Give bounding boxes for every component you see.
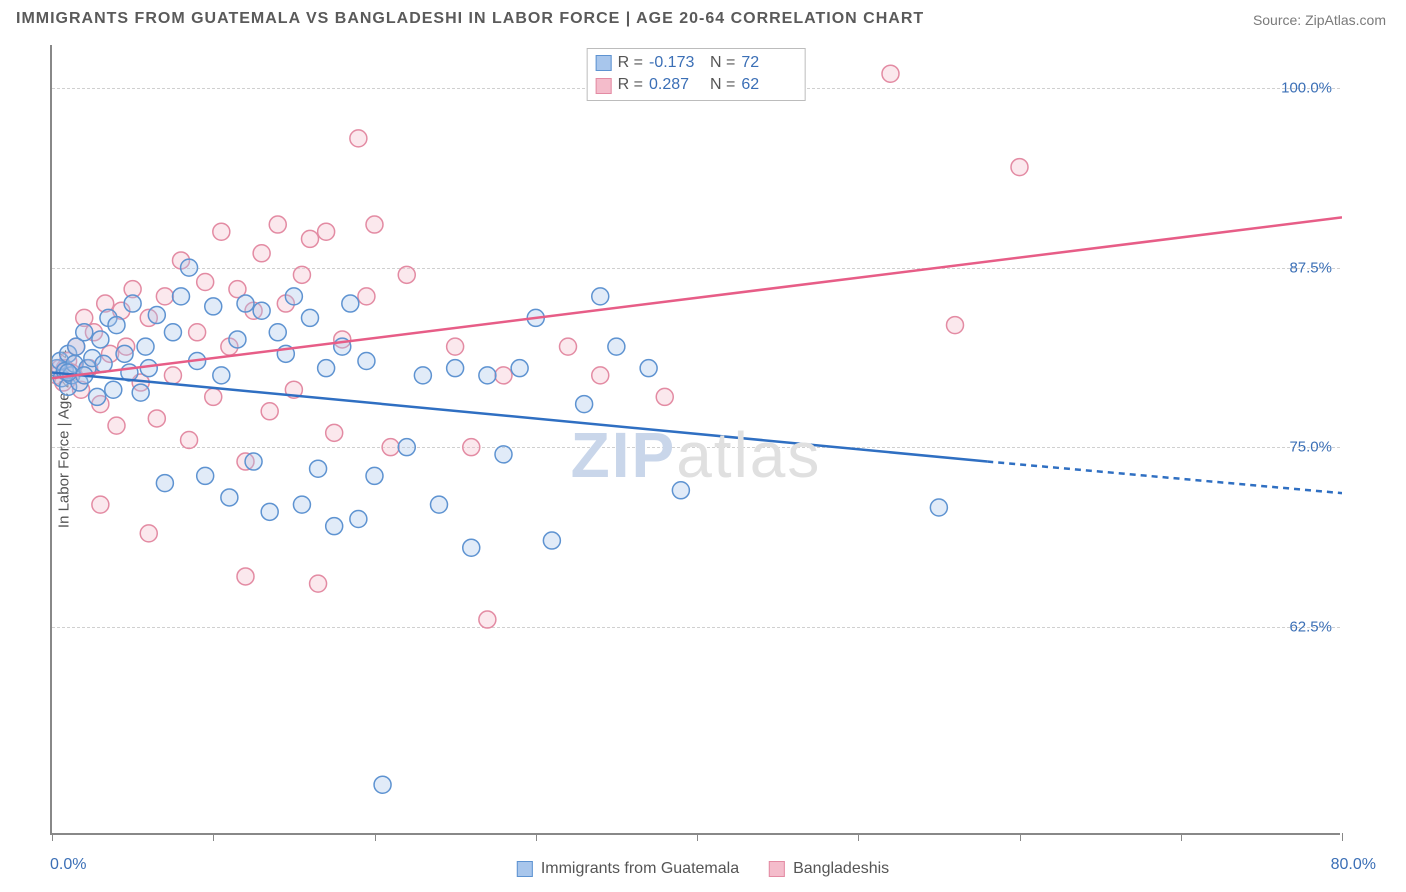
r-value-2: 0.287 (649, 74, 704, 96)
scatter-svg (52, 45, 1342, 835)
legend-label-series2: Bangladeshis (793, 860, 889, 878)
r-label-2: R = (618, 74, 643, 96)
swatch-series2-b (769, 861, 785, 877)
correlation-row-2: R = 0.287 N = 62 (596, 74, 797, 96)
source-label: Source: ZipAtlas.com (1253, 12, 1386, 28)
swatch-series1-b (517, 861, 533, 877)
correlation-legend: R = -0.173 N = 72 R = 0.287 N = 62 (587, 48, 806, 101)
legend-item-series2: Bangladeshis (769, 860, 889, 878)
n-label-2: N = (710, 74, 735, 96)
x-axis-min-label: 0.0% (50, 856, 86, 874)
n-value-1: 72 (741, 52, 796, 74)
swatch-series2 (596, 78, 612, 94)
r-label-1: R = (618, 52, 643, 74)
correlation-row-1: R = -0.173 N = 72 (596, 52, 797, 74)
n-value-2: 62 (741, 74, 796, 96)
series-legend: Immigrants from Guatemala Bangladeshis (517, 860, 889, 878)
chart-plot-area: In Labor Force | Age 20-64 62.5%75.0%87.… (50, 45, 1340, 835)
r-value-1: -0.173 (649, 52, 704, 74)
swatch-series1 (596, 55, 612, 71)
x-axis-max-label: 80.0% (1331, 856, 1376, 874)
n-label-1: N = (710, 52, 735, 74)
chart-title: IMMIGRANTS FROM GUATEMALA VS BANGLADESHI… (16, 10, 924, 28)
legend-item-series1: Immigrants from Guatemala (517, 860, 739, 878)
legend-label-series1: Immigrants from Guatemala (541, 860, 739, 878)
